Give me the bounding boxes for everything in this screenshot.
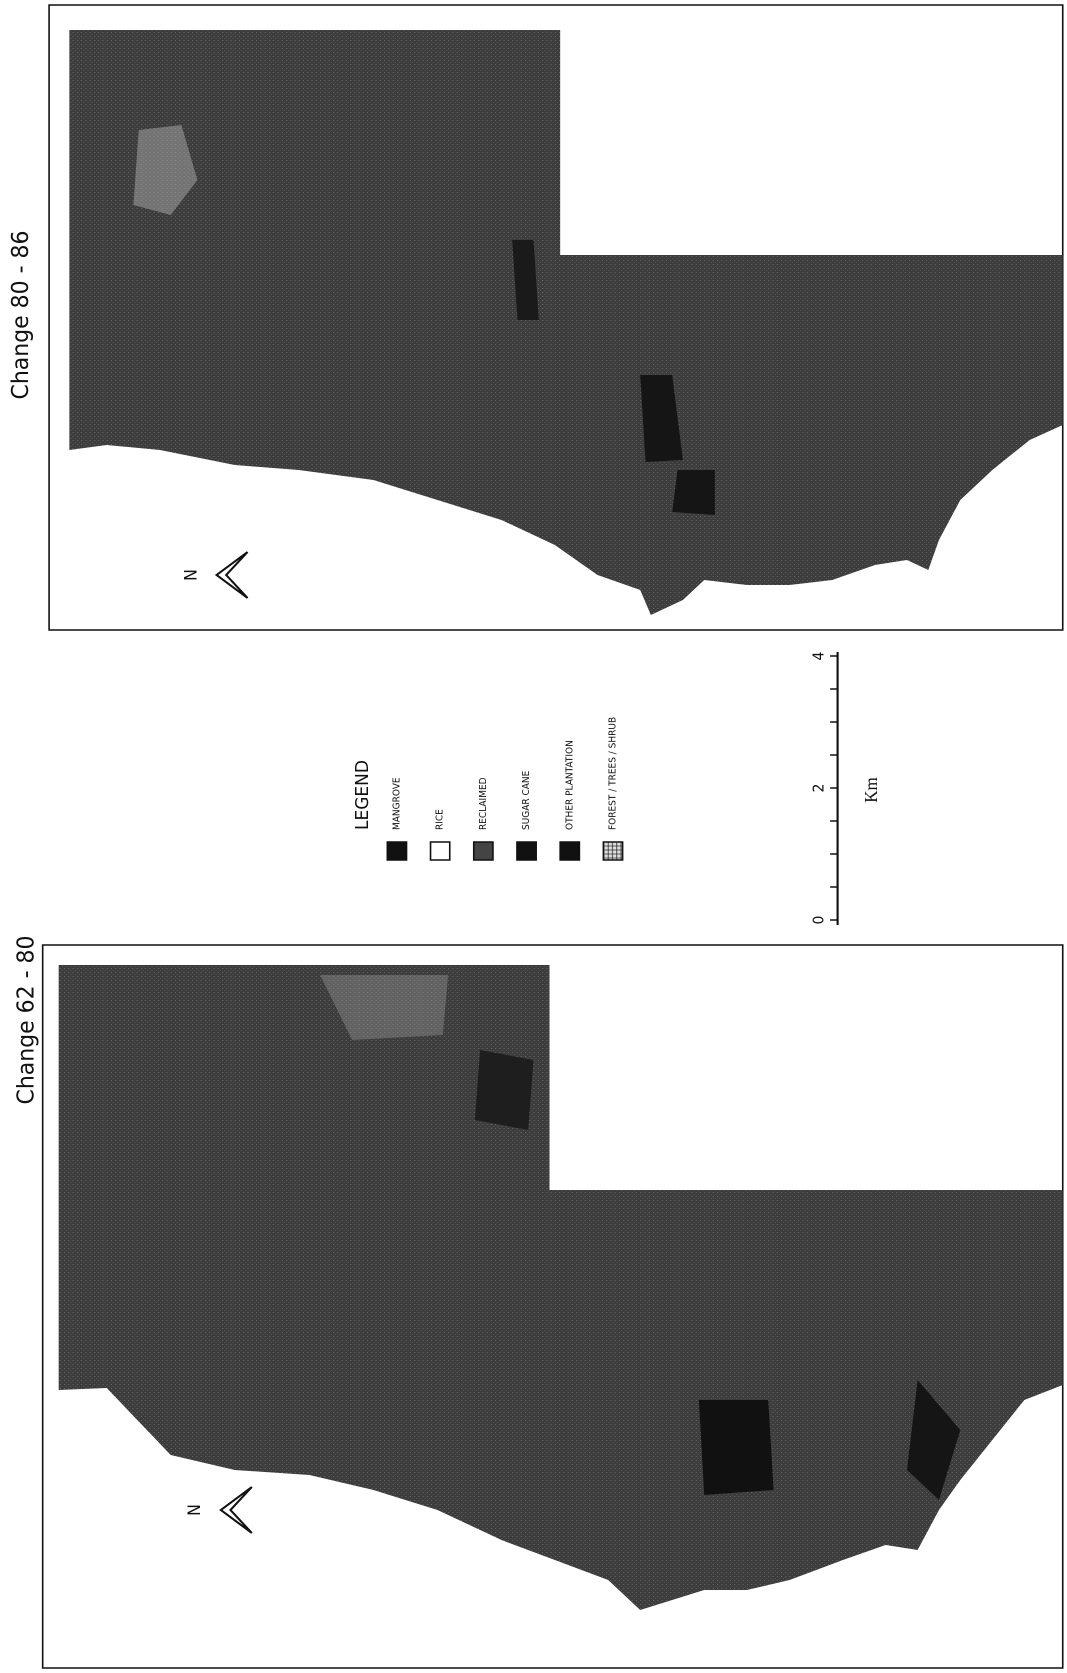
legend-label: SUGAR CANE [521,771,532,830]
scale: 0 2 4 [811,652,837,925]
scale-unit: Km [860,777,881,803]
legend-swatch [431,842,450,860]
legend-label: FOREST / TREES / SHRUB [607,717,618,830]
patch [475,1050,534,1130]
map-title: Change 80 - 86 [7,230,34,399]
north-label: N [181,569,201,581]
scale-label: 2 [811,784,828,793]
legend-label: MANGROVE [391,777,402,830]
figure: Change 80 - 86 N Change 62 - 80 N LEGEND… [0,0,1067,1673]
legend-label: RICE [434,809,445,830]
scale-label: 0 [811,916,828,925]
patch [672,470,715,515]
legend-label: RECLAIMED [478,777,489,830]
scale-label: 4 [811,652,828,661]
north-label: N [184,1504,204,1516]
legend-title: LEGEND [352,760,373,830]
legend-label: OTHER PLANTATION [564,740,575,830]
legend-swatch [474,842,493,860]
legend-swatch [560,842,579,860]
legend: MANGROVE RICE RECLAIMED SUGAR CANE OTHER PLA… [387,717,622,860]
legend-swatch [517,842,536,860]
patch [699,1400,774,1495]
legend-swatch [603,842,622,860]
map-title: Change 62 - 80 [13,935,40,1104]
legend-swatch [387,842,406,860]
